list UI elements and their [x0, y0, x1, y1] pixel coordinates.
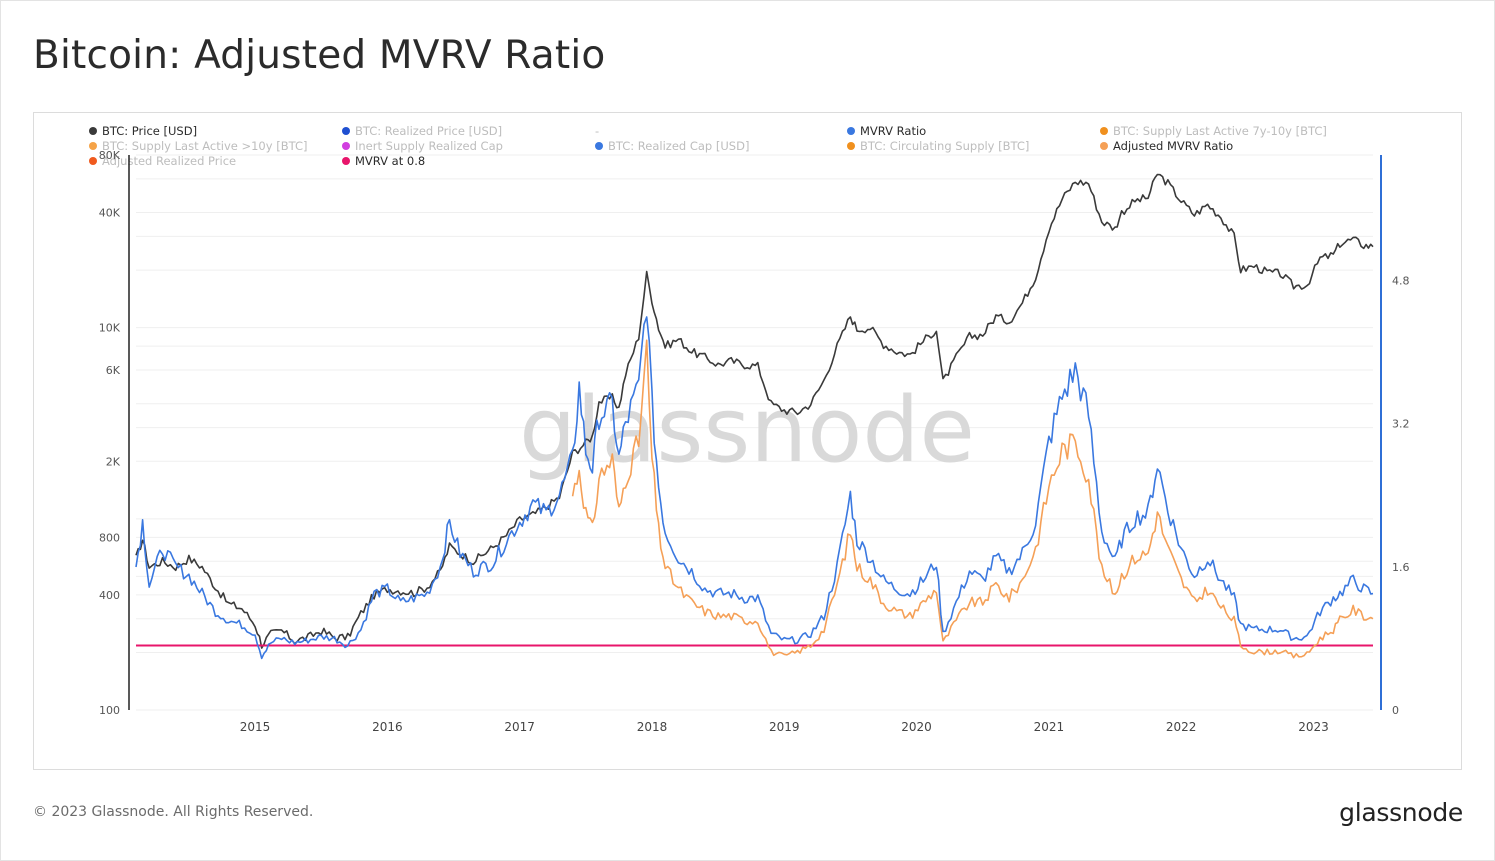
legend-dot	[1100, 127, 1108, 135]
mvrv-ratio-line	[135, 316, 1374, 660]
legend-item[interactable]: BTC: Supply Last Active >10y [BTC]	[89, 139, 307, 153]
legend-item[interactable]: MVRV at 0.8	[342, 154, 425, 168]
y-left-tick-label: 2K	[106, 455, 121, 468]
legend-item[interactable]: MVRV Ratio	[847, 124, 926, 138]
page-title: Bitcoin: Adjusted MVRV Ratio	[33, 33, 606, 78]
x-tick-label: 2017	[504, 720, 535, 734]
legend-label: Adjusted Realized Price	[102, 154, 237, 168]
chart-svg: glassnode 100 400 800 2K 6K 10K 40K 80K 0 1.6 3.2 4…	[99, 149, 1410, 734]
watermark-text: glassnode	[519, 378, 975, 483]
chart-series	[135, 173, 1374, 660]
y-left-tick-label: 40K	[99, 207, 121, 220]
legend-item[interactable]: BTC: Circulating Supply [BTC]	[847, 139, 1029, 153]
x-tick-label: 2015	[240, 720, 271, 734]
legend-item[interactable]: BTC: Realized Price [USD]	[342, 124, 502, 138]
x-tick-label: 2016	[372, 720, 403, 734]
legend-dot	[89, 127, 97, 135]
legend-dot	[342, 127, 350, 135]
legend-dot	[342, 157, 350, 165]
legend-label: MVRV Ratio	[860, 124, 927, 138]
y-left-tick-label: 10K	[99, 322, 121, 335]
legend-label: Inert Supply Realized Cap	[355, 139, 503, 153]
legend-dot	[342, 142, 350, 150]
x-tick-label: 2022	[1166, 720, 1197, 734]
y-right-tick-label: 1.6	[1392, 561, 1410, 574]
chart-axes: 100 400 800 2K 6K 10K 40K 80K 0 1.6 3.2 4.8 2015 2016…	[99, 149, 1410, 734]
x-tick-label: 2020	[901, 720, 932, 734]
legend-item[interactable]: Inert Supply Realized Cap	[342, 139, 503, 153]
x-tick-label: 2021	[1034, 720, 1065, 734]
y-right-tick-label: 4.8	[1392, 274, 1410, 287]
legend-label: -	[595, 124, 600, 138]
y-left-tick-label: 100	[99, 704, 120, 717]
legend-label: BTC: Price [USD]	[102, 124, 198, 138]
legend-item[interactable]: BTC: Price [USD]	[89, 124, 197, 138]
y-right-tick-label: 0	[1392, 704, 1399, 717]
footer-logo[interactable]: glassnode	[1339, 798, 1463, 827]
legend-label: BTC: Supply Last Active 7y-10y [BTC]	[1113, 124, 1327, 138]
x-tick-label: 2019	[769, 720, 800, 734]
legend-dot	[1100, 142, 1108, 150]
adjusted-mvrv-ratio-line	[571, 339, 1374, 659]
chart-grid	[136, 154, 1373, 711]
legend-dot	[847, 127, 855, 135]
legend-label: BTC: Realized Price [USD]	[355, 124, 503, 138]
legend-dot	[847, 142, 855, 150]
legend-item[interactable]: BTC: Realized Cap [USD]	[595, 139, 749, 153]
legend-item[interactable]: Adjusted Realized Price	[89, 154, 236, 168]
legend-item[interactable]: Adjusted MVRV Ratio	[1100, 139, 1233, 153]
x-tick-label: 2018	[637, 720, 668, 734]
legend-label: BTC: Circulating Supply [BTC]	[860, 139, 1030, 153]
legend-dot	[89, 142, 97, 150]
y-left-tick-label: 6K	[106, 364, 121, 377]
btc-price-line	[135, 173, 1374, 649]
legend-label: BTC: Supply Last Active >10y [BTC]	[102, 139, 308, 153]
y-left-tick-label: 80K	[99, 149, 121, 162]
legend-item[interactable]: BTC: Supply Last Active 7y-10y [BTC]	[1100, 124, 1327, 138]
legend-label: Adjusted MVRV Ratio	[1113, 139, 1234, 153]
x-tick-label: 2023	[1298, 720, 1329, 734]
y-left-tick-label: 800	[99, 531, 120, 544]
legend-label: BTC: Realized Cap [USD]	[608, 139, 750, 153]
y-right-tick-label: 3.2	[1392, 418, 1410, 431]
footer-copyright: © 2023 Glassnode. All Rights Reserved.	[33, 804, 314, 820]
chart-container: BTC: Price [USD] BTC: Realized Price [USD…	[33, 112, 1462, 770]
legend-dot	[89, 157, 97, 165]
legend-label: MVRV at 0.8	[355, 154, 426, 168]
legend-item[interactable]: -	[595, 124, 599, 138]
y-left-tick-label: 400	[99, 589, 120, 602]
legend-dot	[595, 142, 603, 150]
